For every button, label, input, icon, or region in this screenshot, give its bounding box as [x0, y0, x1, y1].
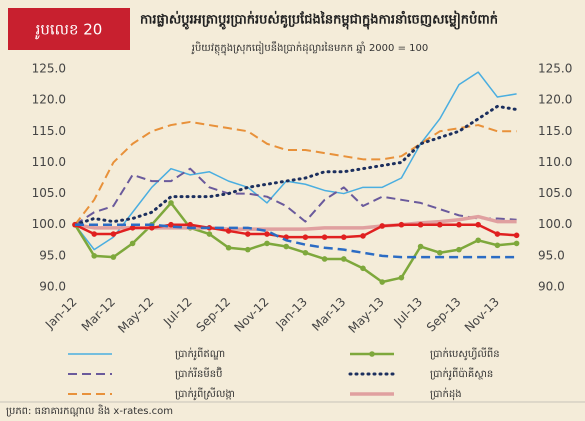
series-marker [360, 233, 366, 239]
series-marker [321, 256, 328, 262]
y2-tick-label: 110.0 [538, 155, 572, 169]
series-marker [475, 237, 482, 244]
series-marker [225, 228, 232, 234]
y2-tick-label: 100.0 [538, 217, 572, 231]
series-marker [245, 246, 251, 253]
series-marker [494, 242, 501, 249]
y-tick-label: 120.0 [32, 93, 66, 107]
y-tick-label: 115.0 [32, 124, 66, 138]
figure-label: រូបលេខ 20 [34, 21, 102, 40]
legend-label: ប្រាក់បេសូហ្វីលីពីន [430, 347, 500, 361]
series-marker [341, 256, 347, 262]
series-marker [91, 231, 97, 237]
legend-label: ប្រាក់រូពីស្រីលង្កា [175, 387, 235, 401]
series-marker [341, 234, 347, 240]
series-marker [379, 223, 386, 229]
series-marker [417, 243, 424, 250]
series-marker [110, 231, 117, 237]
y2-tick-label: 120.0 [538, 93, 572, 107]
figure-label-box [8, 8, 130, 50]
chart-title: ការផ្លាស់ប្តូរអត្រាប្តូរប្រាក់របស់គូប្រជ… [140, 11, 498, 30]
series-marker [264, 231, 270, 237]
y-tick-label: 90.0 [39, 280, 66, 294]
legend-label: ប្រាក់រូពីឥណ្ឌា [175, 347, 225, 361]
series-marker [302, 234, 309, 240]
series-marker [456, 221, 462, 228]
series-marker [110, 254, 117, 260]
series-line [74, 223, 517, 239]
legend-label: ប្រាក់រូពីប៉ាគីស្ថាន [430, 367, 493, 381]
series-marker [360, 265, 366, 272]
series-marker [398, 274, 405, 281]
y-tick-label: 125.0 [32, 62, 66, 76]
series-marker [91, 253, 97, 259]
series-marker [168, 200, 174, 206]
series-marker [225, 244, 232, 251]
series-marker [206, 231, 213, 237]
y2-tick-label: 95.0 [538, 248, 565, 262]
legend-label: ប្រាក់រីនមីនប៊ិ [175, 366, 222, 380]
legend-marker [369, 351, 375, 357]
y-tick-label: 95.0 [39, 248, 66, 262]
y-tick-label: 105.0 [32, 186, 66, 200]
y-tick-label: 100.0 [32, 217, 66, 231]
series-marker [168, 221, 174, 228]
series-line [74, 120, 517, 226]
series-marker [264, 240, 270, 247]
series-marker [494, 231, 501, 237]
series-marker [283, 243, 290, 250]
y2-tick-label: 115.0 [538, 124, 572, 138]
series-marker [513, 240, 520, 247]
series-line [75, 223, 517, 259]
y-tick-label: 110.0 [32, 155, 66, 169]
series-line [74, 167, 517, 226]
series-marker [456, 246, 462, 253]
series-marker [245, 231, 251, 237]
chart-subtitle: រូបិយវត្ថុក្នុងស្រុកធៀបនឹងប្រាក់ដុល្លារន… [191, 41, 428, 56]
series-marker [513, 232, 520, 239]
series-marker [417, 221, 424, 228]
series-marker [149, 225, 155, 231]
series-marker [379, 279, 386, 285]
series-marker [398, 221, 405, 228]
series-marker [129, 240, 136, 247]
series-marker [437, 249, 443, 256]
series-line [74, 71, 517, 251]
series-marker [302, 249, 309, 256]
source: ប្រភព: ធនាគារកណ្តាល និង x-rates.com [6, 404, 173, 417]
series-marker [129, 225, 136, 231]
y2-tick-label: 90.0 [538, 280, 565, 294]
legend-label: ប្រាក់ដុង [430, 387, 462, 401]
series-marker [321, 234, 328, 240]
series-marker [187, 221, 193, 228]
y2-tick-label: 105.0 [538, 186, 572, 200]
series-marker [437, 221, 443, 228]
series-marker [475, 221, 482, 228]
y2-tick-label: 125.0 [538, 62, 572, 76]
